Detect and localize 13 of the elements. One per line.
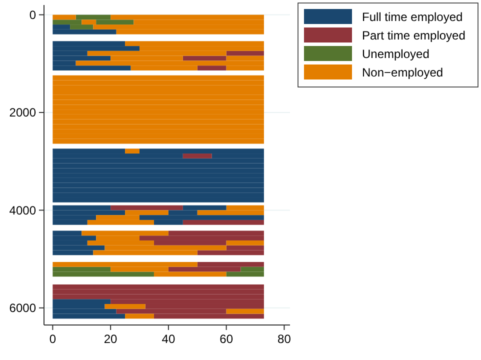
legend-label: Full time employed bbox=[362, 10, 463, 24]
x-tick-label: 40 bbox=[162, 332, 176, 346]
y-tick-label: 2000 bbox=[9, 106, 36, 120]
x-tick-label: 20 bbox=[104, 332, 118, 346]
x-tick-label: 60 bbox=[220, 332, 234, 346]
x-tick-label: 80 bbox=[278, 332, 292, 346]
legend-label: Non−employed bbox=[362, 66, 444, 80]
y-tick-label: 4000 bbox=[9, 203, 36, 218]
x-tick-label: 0 bbox=[49, 332, 56, 346]
legend-label: Unemployed bbox=[362, 47, 430, 61]
y-tick-label: 6000 bbox=[9, 301, 36, 316]
y-tick-label: 0 bbox=[29, 8, 36, 22]
legend-label: Part time employed bbox=[362, 28, 466, 42]
